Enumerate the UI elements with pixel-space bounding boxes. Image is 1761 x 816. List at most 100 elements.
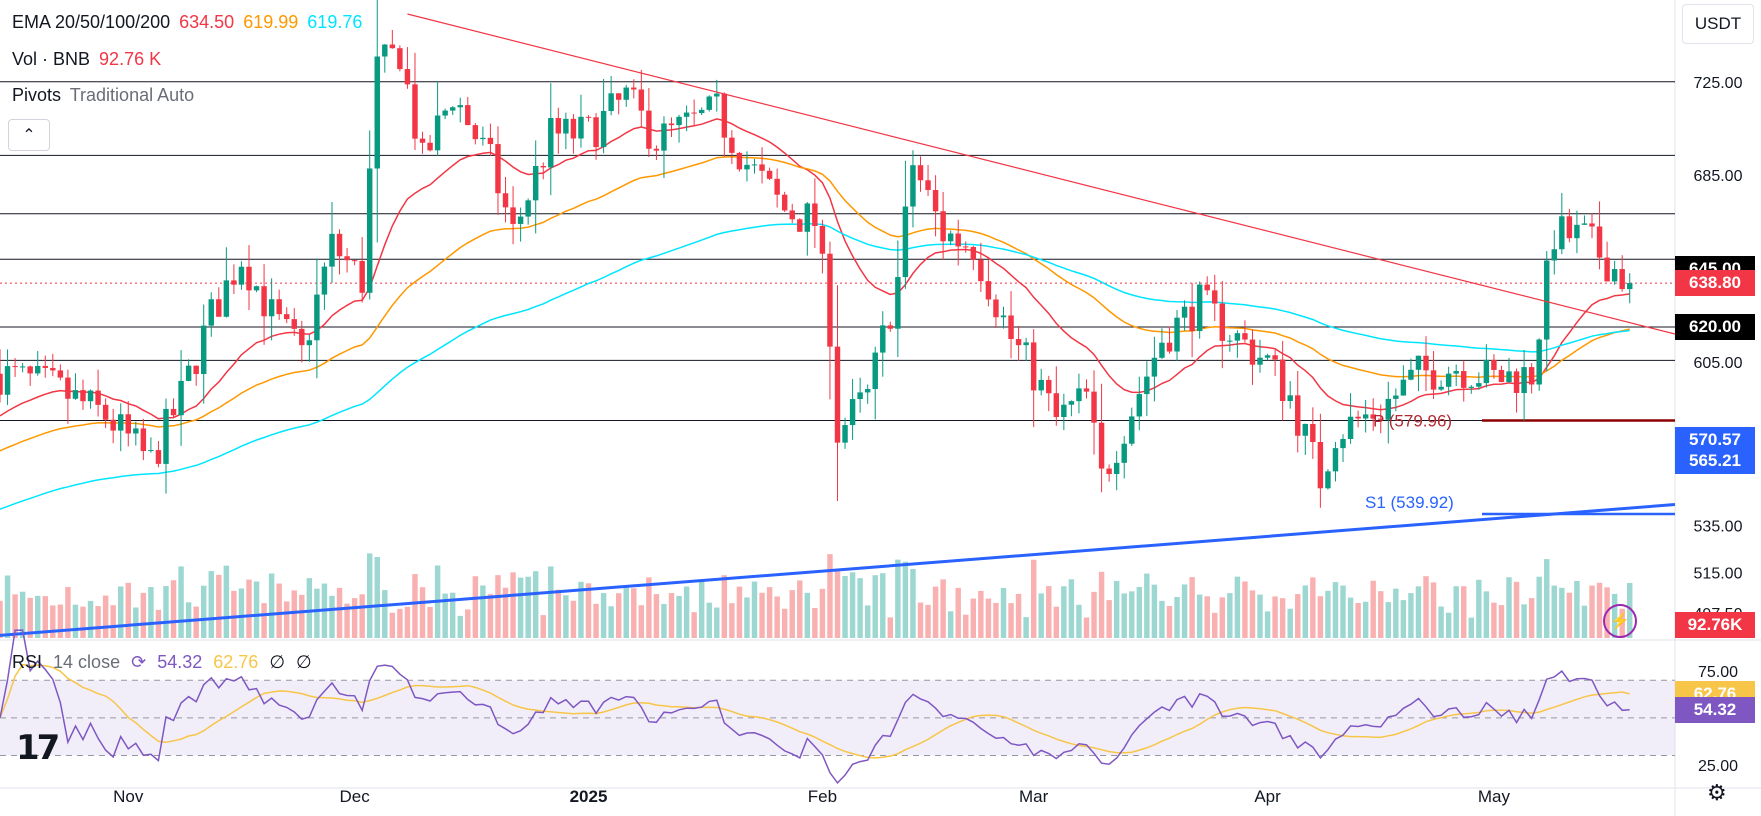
settings-icon[interactable]: ⚙ — [1707, 780, 1727, 805]
volume-bar — [902, 561, 909, 638]
rsi-extra-2: ∅ — [296, 652, 312, 672]
candle-body — [321, 266, 328, 295]
candle-body — [397, 48, 403, 70]
volume-bar — [1325, 590, 1331, 638]
volume-bar — [698, 580, 705, 638]
volume-bar — [404, 606, 411, 638]
volume-bar — [1061, 586, 1067, 638]
volume-bar — [1181, 584, 1188, 638]
ema-legend[interactable]: EMA 20/50/100/200 634.50 619.99 619.76 — [12, 12, 366, 33]
volume-bar — [389, 612, 396, 638]
candle-body — [1023, 342, 1029, 346]
candle — [1030, 329, 1037, 428]
candle — [623, 84, 629, 107]
volume-bar — [1046, 586, 1052, 638]
candle — [532, 140, 539, 234]
candle-body — [834, 346, 841, 443]
candle-body — [744, 164, 750, 170]
candle-body — [683, 112, 690, 117]
candle — [1423, 336, 1429, 392]
candle-body — [1249, 339, 1256, 365]
rsi-legend[interactable]: RSI 14 close ⟳ 54.32 62.76 ∅ ∅ — [12, 652, 318, 673]
candle-body — [291, 319, 297, 329]
pivot-label: S1 (539.92) — [1365, 493, 1454, 512]
candle — [691, 99, 697, 126]
rsi-extra-1: ∅ — [269, 652, 286, 672]
candle — [35, 351, 41, 376]
currency-selector[interactable]: USDT — [1682, 4, 1754, 44]
volume-legend[interactable]: Vol · BNB 92.76 K — [12, 49, 165, 70]
candle — [291, 308, 297, 336]
candle — [1611, 260, 1618, 285]
candle — [19, 362, 26, 373]
candle-body — [480, 137, 486, 140]
candle-body — [947, 233, 954, 242]
volume-bar — [887, 617, 894, 638]
volume-bar — [1347, 597, 1354, 638]
volume-bar — [178, 566, 184, 638]
candle-body — [1212, 290, 1218, 304]
volume-bar — [366, 553, 373, 638]
refresh-icon[interactable]: ⟳ — [131, 652, 147, 672]
volume-bar — [1008, 603, 1014, 638]
candle-body — [1340, 438, 1346, 449]
candle — [789, 203, 795, 224]
candle-body — [208, 299, 214, 326]
candle — [1627, 273, 1633, 304]
candle-body — [502, 193, 509, 208]
candle — [1000, 306, 1007, 329]
volume-bar — [359, 594, 365, 638]
candle — [729, 130, 735, 165]
candle-body — [1000, 315, 1007, 318]
candle-body — [1604, 257, 1610, 282]
collapse-legend-button[interactable]: ⌃ — [8, 119, 50, 151]
candle-body — [1317, 442, 1324, 489]
candle-body — [517, 216, 524, 224]
volume-bar — [1234, 576, 1241, 638]
volume-bar — [600, 593, 607, 638]
volume-bar — [457, 615, 463, 638]
candle-body — [1151, 357, 1158, 377]
candle-body — [4, 366, 11, 395]
volume-bar — [781, 608, 788, 638]
volume-bar — [555, 589, 562, 638]
candle-body — [374, 56, 380, 169]
candle — [283, 307, 290, 324]
volume-bar — [1144, 573, 1150, 638]
candle — [797, 218, 803, 232]
candle — [570, 113, 577, 154]
candle-body — [27, 366, 33, 374]
candle — [887, 321, 894, 332]
candle — [306, 334, 313, 362]
candle — [1619, 255, 1625, 292]
candle — [751, 158, 758, 174]
candle — [947, 230, 954, 246]
candle — [525, 198, 531, 225]
candle-body — [902, 206, 909, 278]
candle-body — [1355, 416, 1361, 419]
volume-bar — [1166, 605, 1173, 638]
candle — [698, 107, 705, 116]
candle-body — [759, 164, 765, 171]
candle-body — [366, 168, 373, 293]
pivots-legend[interactable]: Pivots Traditional Auto — [12, 85, 198, 106]
candle — [1551, 230, 1557, 275]
candle-body — [1528, 367, 1535, 385]
volume-bar — [1113, 580, 1120, 638]
lightning-icon[interactable]: ⚡ — [1603, 604, 1637, 638]
candle-body — [1430, 370, 1437, 390]
candle — [880, 311, 886, 377]
ema-20-line — [0, 118, 1630, 420]
candle — [336, 229, 343, 275]
volume-bar — [646, 577, 652, 638]
candle — [744, 151, 750, 182]
candle — [1136, 376, 1143, 431]
volume-bar — [827, 554, 833, 638]
candle — [321, 262, 328, 310]
volume-bar — [940, 579, 946, 638]
volume-bar — [1302, 585, 1309, 638]
price-badge: 565.21 — [1675, 448, 1755, 475]
candle-body — [314, 294, 320, 341]
candle-body — [434, 115, 441, 151]
